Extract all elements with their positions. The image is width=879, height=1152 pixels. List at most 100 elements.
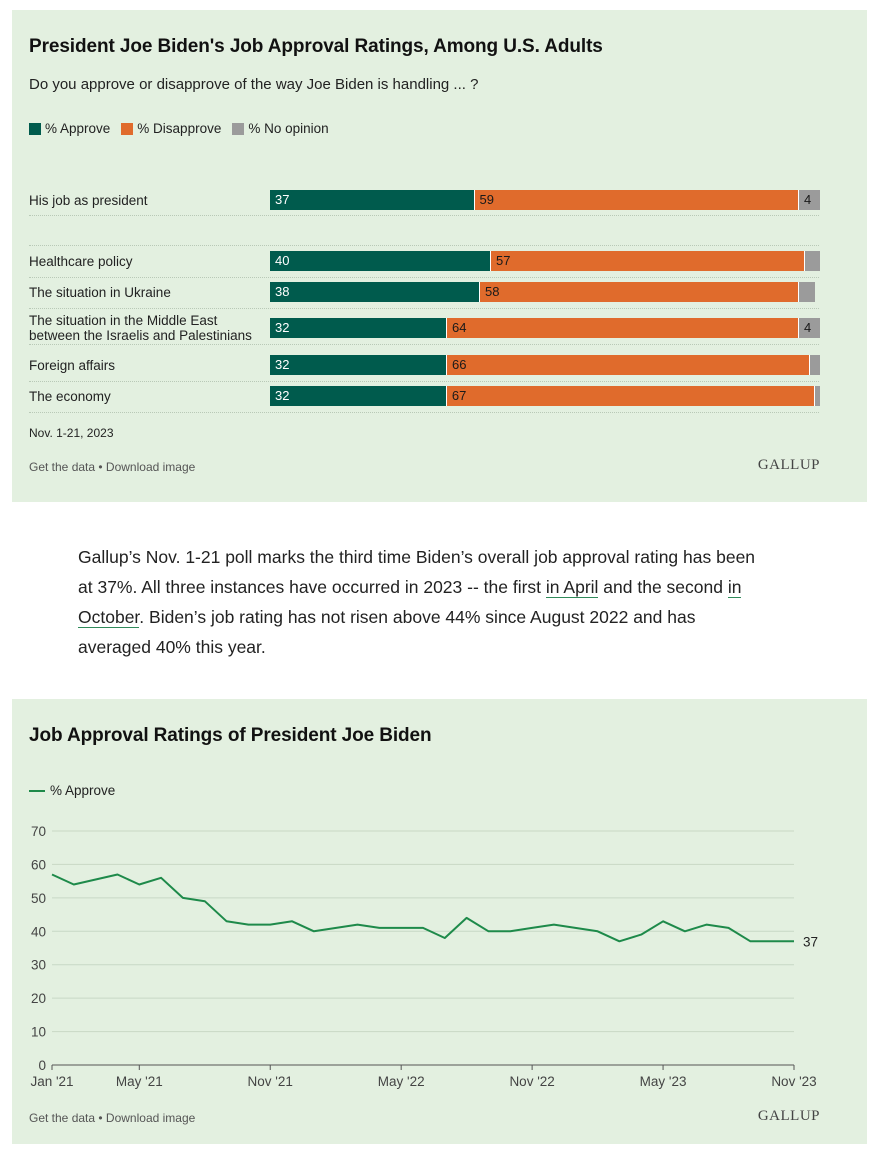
footer-separator: • [95, 460, 106, 474]
approval-by-issue-chart: President Joe Biden's Job Approval Ratin… [12, 10, 867, 502]
bar-segment-noop [798, 282, 815, 302]
chart-footer-links: Get the data • Download image [29, 460, 195, 474]
get-data-link[interactable]: Get the data [29, 1111, 96, 1125]
bar-value-label: 57 [496, 253, 511, 268]
bar-category-label: The economy [29, 389, 111, 404]
bar-category-label-line: Healthcare policy [29, 253, 133, 269]
row-divider [29, 381, 819, 382]
bar-segment-approve: 38 [270, 282, 479, 302]
get-data-link[interactable]: Get the data [29, 460, 96, 474]
bar-segment-noop [803, 251, 820, 271]
stacked-bar: 32 66 [270, 355, 820, 375]
legend-swatch-no-opinion [232, 122, 245, 135]
stacked-bar: 32 64 4 [270, 318, 820, 338]
stacked-bar: 32 67 [270, 386, 820, 406]
chart-title: President Joe Biden's Job Approval Ratin… [29, 36, 603, 57]
bar-segment-noop [809, 355, 820, 375]
bar-category-label-line: The situation in the Middle East [29, 313, 218, 328]
x-tick-label: Nov '21 [248, 1074, 293, 1089]
bar-segment-noop [814, 386, 820, 406]
bar-value-label: 59 [479, 192, 494, 207]
article-text-3: . Biden’s job rating has not risen above… [78, 607, 696, 657]
legend-item-no-opinion: % No opinion [232, 121, 329, 136]
gallup-logo: GALLUP [757, 1108, 820, 1124]
line-chart-plot: 0 10 20 30 40 50 60 70 Jan '21 May '21 Nov '21 May … [30, 824, 818, 1089]
y-tick-label: 20 [31, 991, 46, 1006]
x-tick-label: Nov '22 [509, 1074, 554, 1089]
bar-value-label: 37 [275, 192, 290, 207]
stacked-bar: 40 57 [270, 251, 820, 271]
bar-value-label: 32 [275, 320, 290, 335]
bar-segment-approve: 32 [270, 318, 446, 338]
bar-category-label-line: His job as president [29, 192, 148, 208]
bar-value-label: 40 [275, 253, 290, 268]
bar-value-label: 4 [804, 320, 812, 335]
y-tick-label: 30 [31, 958, 46, 973]
footer-separator: • [95, 1111, 106, 1125]
bar-category-label-line: The economy [29, 388, 111, 404]
stacked-bar: 38 58 [270, 282, 820, 302]
article-text-1: Gallup’s Nov. 1-21 poll marks the third … [78, 547, 756, 597]
approve-series-line [51, 873, 794, 943]
legend-item-approve: % Approve [29, 783, 115, 798]
chart-legend: % Approve % Disapprove % No opinion [29, 121, 340, 136]
bar-category-label: Healthcare policy [29, 254, 133, 269]
bar-value-label: 58 [485, 284, 500, 299]
approval-trend-chart: Job Approval Ratings of President Joe Bi… [12, 699, 867, 1144]
bar-segment-approve: 40 [270, 251, 490, 271]
bar-category-label-line: Foreign affairs [29, 357, 116, 373]
stacked-bar: 37 59 4 [270, 190, 820, 210]
x-tick-label: Jan '21 [30, 1074, 73, 1089]
y-tick-label: 70 [31, 824, 46, 839]
x-tick-label: May '21 [116, 1074, 163, 1089]
bar-segment-disapprove: 67 [445, 386, 814, 406]
x-tick-label: Nov '23 [771, 1074, 816, 1089]
bar-category-label: The situation in Ukraine [29, 285, 171, 300]
y-tick-label: 60 [31, 857, 46, 872]
bar-segment-approve: 32 [270, 386, 446, 406]
legend-swatch-disapprove [121, 122, 134, 135]
bar-category-label: His job as president [29, 193, 148, 208]
chart-title: Job Approval Ratings of President Joe Bi… [29, 725, 432, 746]
bar-value-label: 67 [451, 388, 467, 403]
download-image-link[interactable]: Download image [105, 1111, 196, 1125]
row-divider [29, 215, 819, 216]
bar-segment-noop: 4 [798, 318, 820, 338]
legend-item-approve: % Approve [29, 121, 110, 136]
row-divider [29, 245, 819, 246]
legend-label-disapprove: % Disapprove [137, 121, 222, 136]
bar-segment-noop: 4 [798, 190, 820, 210]
article-paragraph: Gallup’s Nov. 1-21 poll marks the third … [78, 542, 768, 662]
legend-label-approve: % Approve [50, 783, 116, 798]
x-tick-label: May '22 [378, 1074, 425, 1089]
bar-value-label: 64 [452, 320, 467, 335]
legend-swatch-approve [29, 122, 41, 135]
download-image-link[interactable]: Download image [105, 460, 196, 474]
legend-line-swatch [29, 789, 45, 792]
chart-subtitle: Do you approve or disapprove of the way … [29, 76, 479, 93]
end-value-label: 37 [803, 934, 818, 949]
october-link[interactable]: in October [78, 577, 742, 628]
y-tick-label: 10 [31, 1025, 46, 1040]
bar-category-label: The situation in the Middle East between … [29, 313, 252, 343]
legend-label-approve: % Approve [45, 121, 111, 136]
y-tick-label: 0 [38, 1058, 46, 1073]
bar-value-label: 32 [275, 357, 290, 372]
bar-segment-disapprove: 59 [473, 190, 798, 210]
bar-category-label-line: The situation in Ukraine [29, 284, 171, 300]
april-link[interactable]: in April [545, 577, 599, 598]
bar-value-label: 4 [804, 192, 812, 207]
bar-segment-disapprove: 58 [479, 282, 798, 302]
bar-value-label: 38 [275, 284, 290, 299]
legend-label-no-opinion: % No opinion [248, 121, 329, 136]
chart-footer-links: Get the data • Download image [29, 1111, 195, 1125]
row-divider [29, 277, 819, 278]
bar-category-label: Foreign affairs [29, 358, 115, 373]
row-divider [29, 412, 819, 413]
x-tick-label: May '23 [640, 1074, 687, 1089]
bar-segment-disapprove: 57 [490, 251, 804, 271]
y-tick-label: 50 [31, 891, 46, 906]
y-tick-label: 40 [31, 924, 46, 939]
bar-segment-disapprove: 64 [446, 318, 798, 338]
survey-date-note: Nov. 1-21, 2023 [29, 426, 114, 440]
